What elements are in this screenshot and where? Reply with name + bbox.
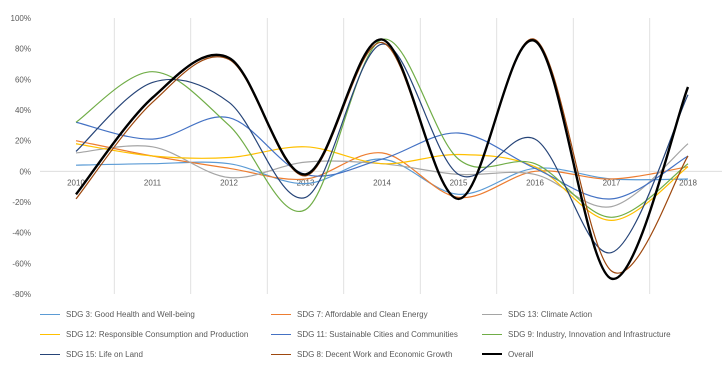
line-chart: 100%80%60%40%20%0%-20%-40%-60%-80% 2010 2… <box>11 14 722 299</box>
series-line-5 <box>75 38 689 218</box>
legend-item-sdg7[interactable]: SDG 7: Affordable and Clean Energy <box>271 307 428 321</box>
x-tick-label: 2018 <box>679 178 697 187</box>
legend-swatch <box>40 313 60 315</box>
legend: SDG 3: Good Health and Well-being SDG 7:… <box>40 307 720 367</box>
legend-label: SDG 13: Climate Action <box>508 309 593 319</box>
series-line-4 <box>75 116 689 200</box>
legend-swatch <box>482 353 502 355</box>
x-tick-label: 2016 <box>526 178 544 187</box>
legend-swatch <box>482 333 502 335</box>
legend-label: SDG 8: Decent Work and Economic Growth <box>297 349 453 359</box>
legend-item-sdg11[interactable]: SDG 11: Sustainable Cities and Communiti… <box>271 327 458 341</box>
x-tick-label: 2017 <box>603 178 621 187</box>
legend-label: SDG 3: Good Health and Well-being <box>66 309 195 319</box>
y-tick-label: 40% <box>15 106 31 115</box>
legend-item-sdg12[interactable]: SDG 12: Responsible Consumption and Prod… <box>40 327 248 341</box>
y-axis-ticks: 100% 80% 60% 40% 20% 0% -20% -40% -60% -80% <box>11 14 31 299</box>
legend-swatch <box>271 333 291 335</box>
series-line-7 <box>75 38 689 274</box>
legend-label: SDG 11: Sustainable Cities and Communiti… <box>297 329 458 339</box>
series-line-8 <box>75 38 690 280</box>
y-tick-label: 100% <box>11 14 31 23</box>
legend-item-sdg3[interactable]: SDG 3: Good Health and Well-being <box>40 307 195 321</box>
grid <box>40 18 722 294</box>
legend-swatch <box>482 313 502 315</box>
legend-item-sdg9[interactable]: SDG 9: Industry, Innovation and Infrastr… <box>482 327 671 341</box>
legend-item-sdg13[interactable]: SDG 13: Climate Action <box>482 307 592 321</box>
y-tick-label: -40% <box>12 229 31 238</box>
series-line-1 <box>75 140 689 199</box>
legend-label: SDG 12: Responsible Consumption and Prod… <box>66 329 249 339</box>
x-tick-label: 2014 <box>373 178 391 187</box>
x-tick-label: 2013 <box>297 178 315 187</box>
legend-row-2: SDG 12: Responsible Consumption and Prod… <box>40 327 720 347</box>
series-line-3 <box>75 143 689 221</box>
x-tick-label: 2011 <box>144 178 162 187</box>
series-line-0 <box>75 158 689 195</box>
y-tick-label: -80% <box>12 290 31 299</box>
x-tick-label: 2015 <box>450 178 468 187</box>
x-axis-ticks: 2010 2011 2012 2013 2014 2015 2016 2017 2018 <box>67 178 697 187</box>
y-tick-label: 60% <box>15 75 31 84</box>
legend-item-sdg15[interactable]: SDG 15: Life on Land <box>40 347 143 361</box>
y-tick-label: 20% <box>15 137 31 146</box>
legend-swatch <box>40 333 60 335</box>
legend-row-3: SDG 15: Life on Land SDG 8: Decent Work … <box>40 347 720 367</box>
y-tick-label: -60% <box>12 259 31 268</box>
y-tick-label: -20% <box>12 198 31 207</box>
y-tick-label: 0% <box>19 167 31 176</box>
legend-label: SDG 15: Life on Land <box>66 349 143 359</box>
series-lines <box>75 38 690 280</box>
x-tick-label: 2010 <box>67 178 85 187</box>
legend-label: Overall <box>508 349 534 359</box>
legend-item-overall[interactable]: Overall <box>482 347 533 361</box>
y-tick-label: 80% <box>15 45 31 54</box>
legend-swatch <box>271 313 291 315</box>
x-tick-label: 2012 <box>220 178 238 187</box>
legend-label: SDG 9: Industry, Innovation and Infrastr… <box>508 329 671 339</box>
legend-row-1: SDG 3: Good Health and Well-being SDG 7:… <box>40 307 720 327</box>
legend-label: SDG 7: Affordable and Clean Energy <box>297 309 428 319</box>
legend-item-sdg8[interactable]: SDG 8: Decent Work and Economic Growth <box>271 347 452 361</box>
